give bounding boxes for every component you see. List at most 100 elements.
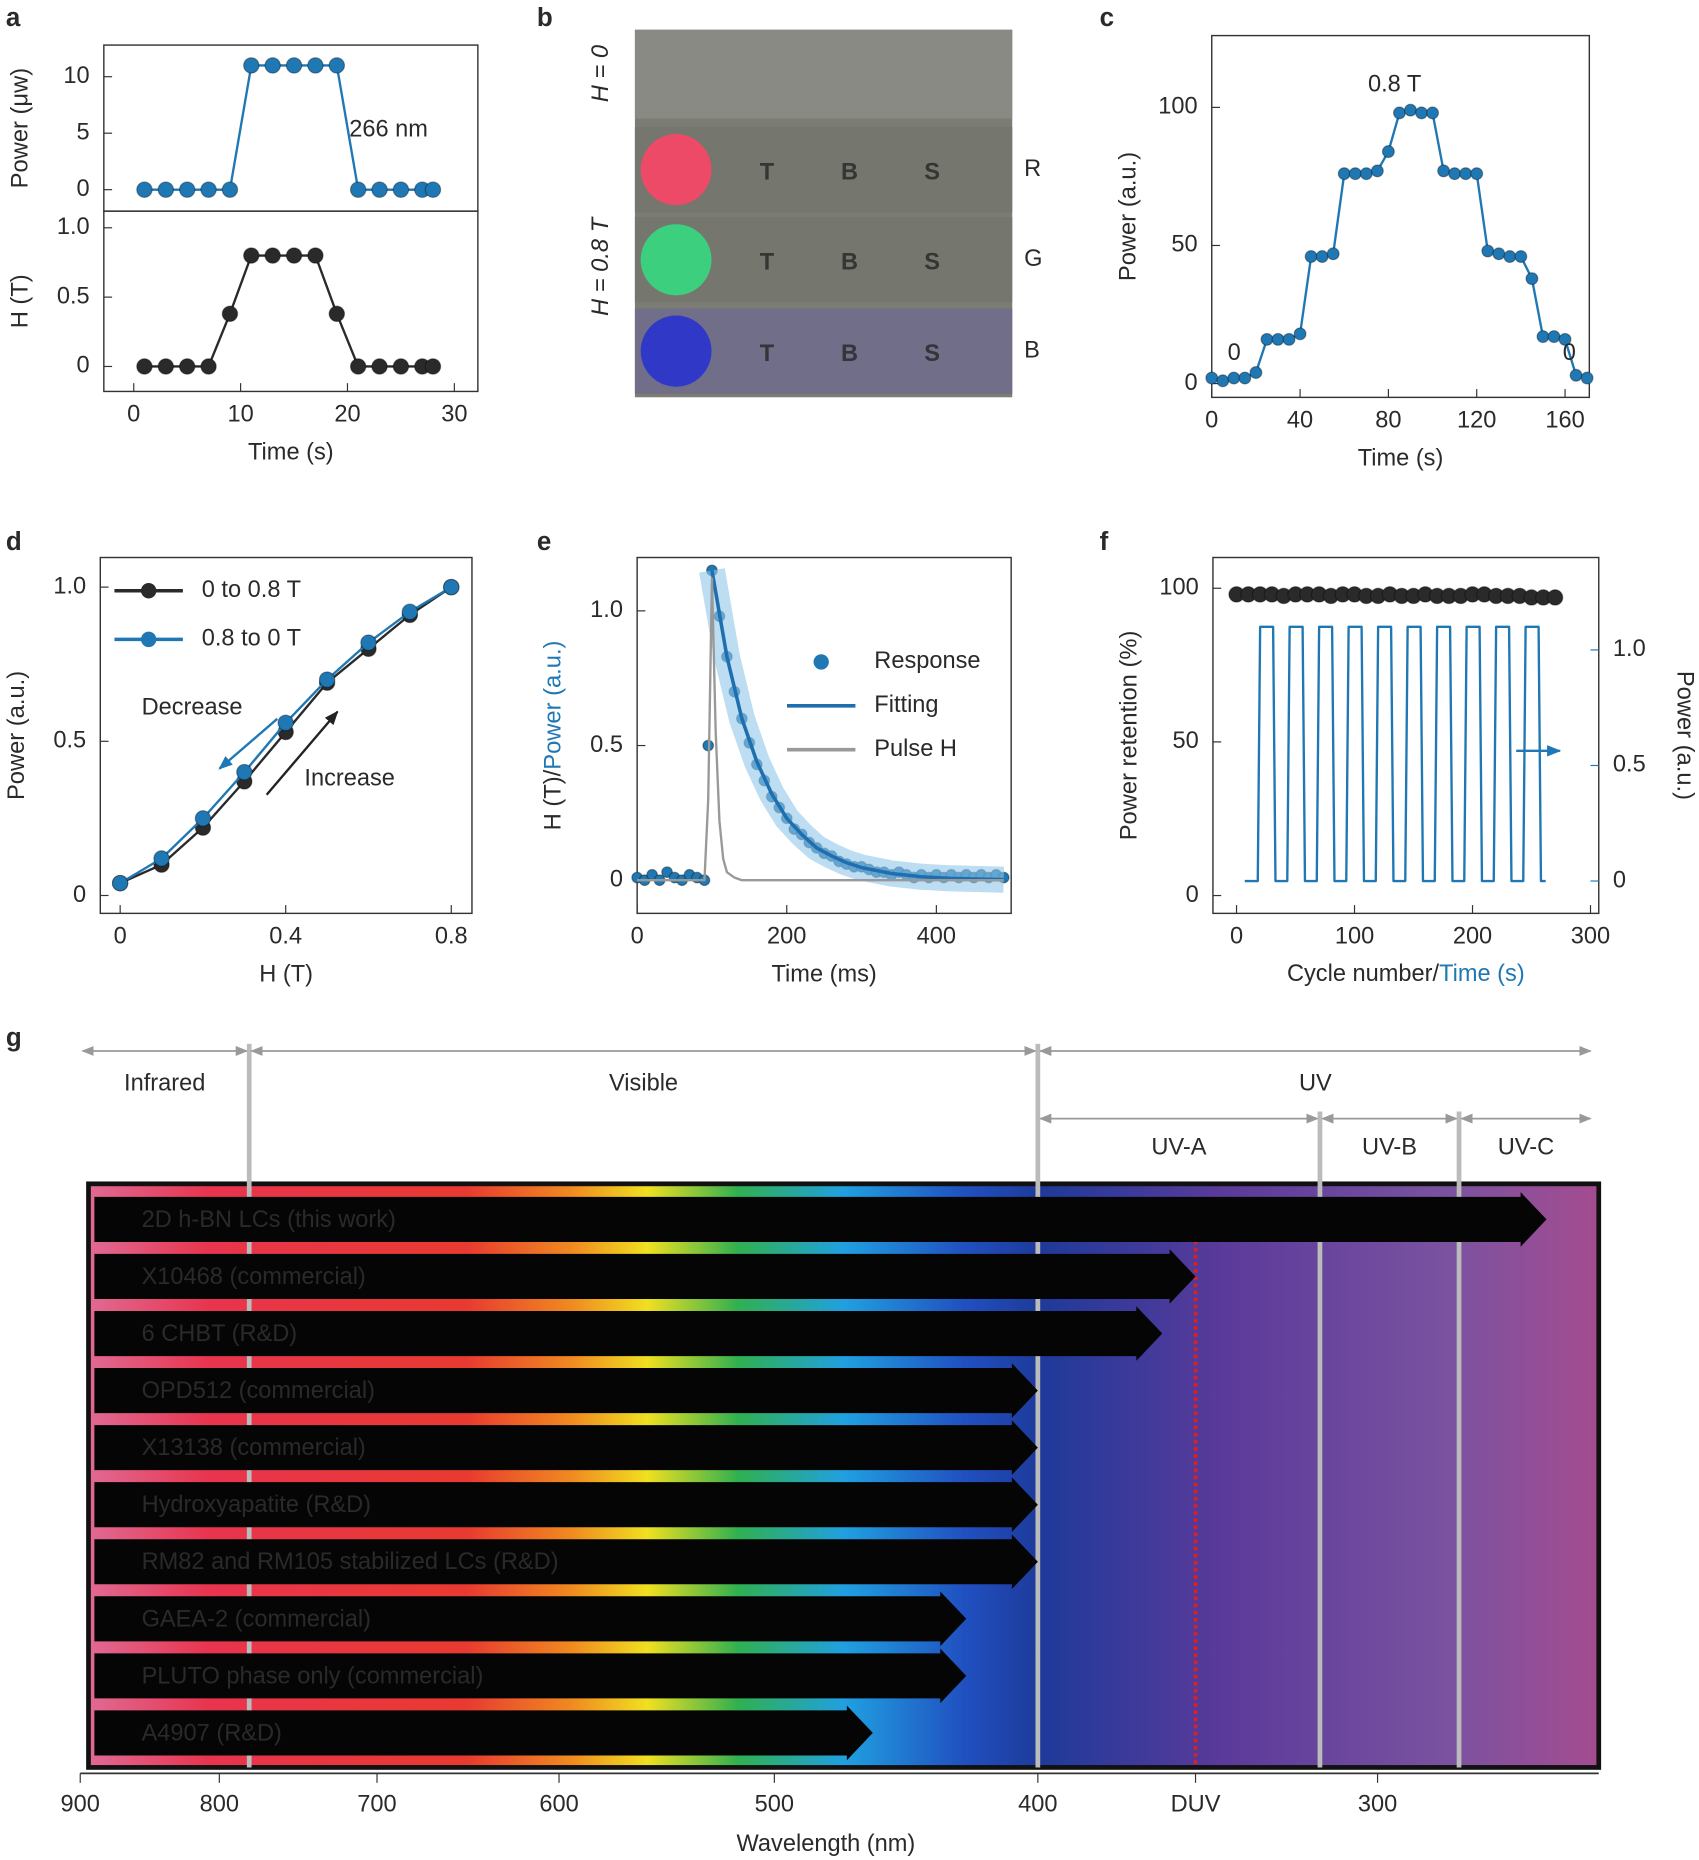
annotation: 266 nm — [349, 117, 428, 143]
data-point — [661, 866, 673, 879]
x-tick-label: 800 — [200, 1792, 239, 1818]
data-point — [1293, 327, 1307, 341]
x-tick-label: 100 — [1335, 923, 1374, 949]
y2-tick-label: 0.5 — [1613, 752, 1646, 778]
region-label: UV-C — [1498, 1134, 1554, 1160]
data-point — [1271, 332, 1285, 346]
x-axis-label: Wavelength (nm) — [737, 1831, 916, 1857]
legend-label: Response — [874, 648, 980, 674]
photo-letter: B — [841, 341, 858, 367]
data-point — [1470, 167, 1484, 181]
data-point — [136, 181, 153, 198]
category-label: PLUTO phase only (commercial) — [142, 1663, 484, 1689]
x-tick-label: 40 — [1287, 407, 1313, 433]
data-point — [1514, 250, 1528, 264]
annotation: 0 — [1228, 340, 1241, 366]
data-point — [424, 358, 442, 375]
photo-letter: S — [924, 159, 940, 185]
y-tick-label: 50 — [1171, 232, 1197, 258]
x-tick-label: 300 — [1358, 1792, 1397, 1818]
row-label: H = 0.8 T — [588, 216, 614, 316]
data-point — [111, 874, 129, 892]
category-label: RM82 and RM105 stabilized LCs (R&D) — [142, 1549, 559, 1575]
y-tick-label: 0 — [77, 353, 90, 379]
photo-letter: B — [841, 159, 858, 185]
y-tick-label: 1.0 — [53, 573, 86, 599]
y2-axis-label: Power (a.u.) — [1672, 671, 1698, 800]
y-axis-label: Power (a.u.) — [1115, 152, 1141, 281]
y-tick-label: 0 — [610, 866, 623, 892]
category-label: X10468 (commercial) — [142, 1264, 366, 1290]
data-point — [328, 57, 346, 74]
plot-frame — [1212, 556, 1600, 915]
plot-frame — [636, 556, 1012, 915]
data-point — [1348, 167, 1362, 181]
channel-dot — [640, 134, 712, 206]
y-tick-label: 0.5 — [53, 728, 86, 754]
data-point — [157, 358, 175, 375]
range-arrow — [94, 1249, 1196, 1304]
region-label: Visible — [609, 1070, 678, 1096]
channel-label: B — [1024, 337, 1040, 363]
x-tick-label: 0 — [1205, 407, 1218, 433]
y-tick-label: 10 — [63, 63, 89, 89]
x-tick-label: 0 — [114, 923, 127, 949]
photo-letter: T — [760, 250, 775, 276]
annotation: 0 — [1563, 340, 1576, 366]
panel-letter: c — [1100, 2, 1114, 32]
x-tick-label: 160 — [1545, 407, 1584, 433]
channel-dot — [640, 224, 712, 296]
legend-swatch — [140, 583, 157, 599]
row-label: H = 0 — [588, 45, 614, 102]
data-point — [443, 578, 460, 596]
y-tick-label: 50 — [1173, 728, 1199, 754]
x-tick-label: DUV — [1171, 1792, 1221, 1818]
y-tick-label: 0 — [77, 176, 90, 202]
x-tick-label: 30 — [441, 401, 467, 427]
data-point — [1569, 368, 1583, 382]
y-tick-label: 0 — [73, 882, 86, 908]
data-point — [1216, 374, 1230, 388]
data-point — [1536, 330, 1550, 344]
y-axis-label: Power (a.u.) — [4, 671, 30, 800]
channel-dot — [640, 315, 712, 387]
data-point — [1315, 250, 1329, 264]
data-point — [194, 810, 212, 827]
y-axis-label: H (T)/Power (a.u.) — [541, 641, 567, 831]
photo: T B S I T B S I T B S I — [634, 29, 1018, 398]
data-point — [318, 671, 336, 688]
y-tick-label: 100 — [1158, 94, 1197, 120]
x-axis-label: Cycle number/Time (s) — [1287, 961, 1525, 987]
decrease-arrow — [218, 717, 279, 770]
data-point — [1403, 103, 1417, 117]
data-point — [424, 181, 442, 198]
data-point — [243, 247, 260, 264]
data-point — [371, 358, 388, 375]
photo-letter: I — [1011, 341, 1018, 367]
y-axis-label: Power retention (%) — [1117, 631, 1143, 841]
region-label: UV-A — [1151, 1134, 1206, 1160]
panel-letter: b — [537, 2, 553, 32]
data-point — [1415, 106, 1429, 120]
legend-label: Fitting — [874, 692, 938, 718]
data-point — [371, 181, 388, 198]
data-point — [1381, 145, 1395, 159]
legend-label: 0.8 to 0 T — [202, 626, 301, 652]
region-label: UV — [1299, 1070, 1332, 1096]
panel-letter: d — [6, 526, 22, 556]
data-point — [1503, 250, 1517, 264]
channel-label: R — [1024, 156, 1041, 182]
category-label: OPD512 (commercial) — [142, 1378, 375, 1404]
photo-letter: T — [760, 341, 775, 367]
x-tick-label: 200 — [767, 923, 806, 949]
y-tick-label: 0 — [1184, 370, 1197, 396]
data-point — [285, 57, 303, 74]
data-point — [285, 247, 303, 264]
data-point — [1437, 164, 1451, 178]
category-label: Hydroxyapatite (R&D) — [142, 1492, 371, 1518]
data-point — [1580, 371, 1594, 385]
category-label: A4907 (R&D) — [142, 1720, 282, 1746]
data-point — [136, 358, 153, 375]
data-point — [392, 181, 410, 198]
